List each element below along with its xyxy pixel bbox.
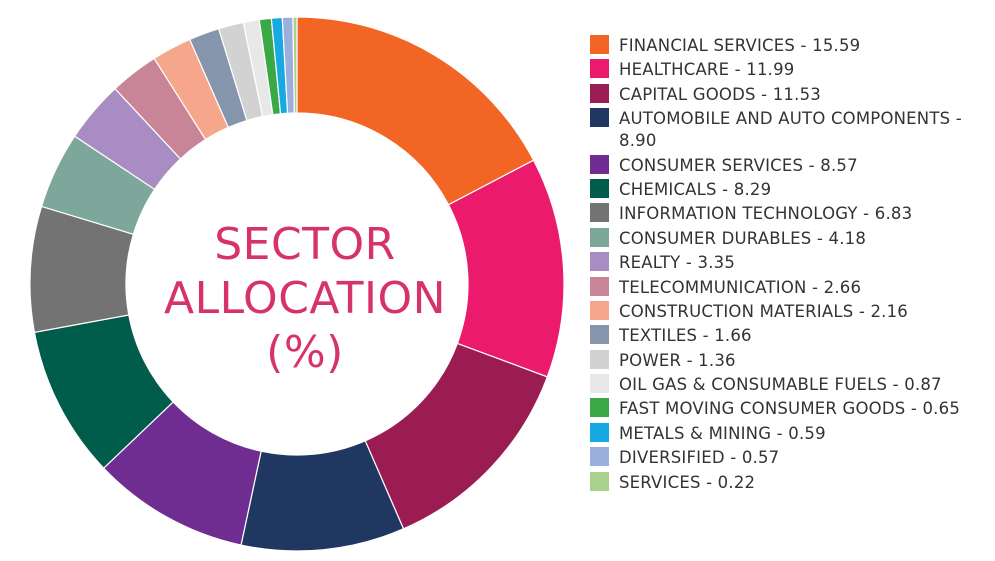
legend-label: CONSTRUCTION MATERIALS - 2.16: [619, 301, 908, 321]
legend-item: SERVICES - 0.22: [590, 471, 990, 494]
legend-item: REALTY - 3.35: [590, 252, 990, 274]
chart-legend: FINANCIAL SERVICES - 15.59 HEALTHCARE - 1…: [590, 35, 990, 496]
legend-swatch: [590, 203, 609, 223]
legend-swatch: [590, 447, 609, 467]
chart-title-line: ALLOCATION: [164, 273, 446, 324]
legend-item: CONSTRUCTION MATERIALS - 2.16: [590, 300, 990, 323]
legend-label: OIL GAS & CONSUMABLE FUELS - 0.87: [619, 375, 942, 395]
legend-swatch: [590, 35, 609, 54]
legend-item: POWER - 1.36: [590, 349, 990, 372]
legend-item: AUTOMOBILE AND AUTO COMPONENTS - 8.90: [590, 108, 990, 152]
legend-item: CAPITAL GOODS - 11.53: [590, 83, 990, 106]
legend-swatch: [590, 398, 609, 418]
legend-item: DIVERSIFIED - 0.57: [590, 447, 990, 469]
legend-label: CONSUMER DURABLES - 4.18: [619, 228, 867, 248]
legend-label: METALS & MINING - 0.59: [619, 423, 826, 443]
legend-label: SERVICES - 0.22: [619, 472, 756, 492]
chart-title-line: SECTOR: [214, 219, 396, 270]
legend-label: CAPITAL GOODS - 11.53: [619, 84, 821, 104]
legend-label: TELECOMMUNICATION - 2.66: [619, 277, 862, 297]
legend-swatch: [590, 374, 609, 394]
chart-title: SECTOR ALLOCATION (%): [150, 218, 460, 380]
legend-swatch: [590, 276, 609, 296]
legend-label: REALTY - 3.35: [619, 253, 736, 273]
legend-item: OIL GAS & CONSUMABLE FUELS - 0.87: [590, 374, 990, 396]
legend-item: TEXTILES - 1.66: [590, 325, 990, 347]
donut-slices: [29, 16, 565, 552]
legend-swatch: [590, 83, 609, 103]
legend-label: CHEMICALS - 8.29: [619, 179, 772, 199]
legend-label: TEXTILES - 1.66: [619, 326, 752, 346]
legend-swatch: [590, 59, 609, 79]
legend-label: POWER - 1.36: [619, 350, 736, 370]
legend-swatch: [590, 300, 609, 320]
legend-swatch: [590, 349, 609, 369]
legend-item: INFORMATION TECHNOLOGY - 6.83: [590, 203, 990, 225]
legend-swatch: [590, 325, 609, 345]
donut-chart: [29, 16, 565, 552]
legend-item: FAST MOVING CONSUMER GOODS - 0.65: [590, 398, 990, 420]
legend-item: FINANCIAL SERVICES - 15.59: [590, 35, 990, 57]
legend-label: HEALTHCARE - 11.99: [619, 60, 795, 80]
legend-label: DIVERSIFIED - 0.57: [619, 448, 780, 468]
legend-item: CONSUMER SERVICES - 8.57: [590, 154, 990, 177]
legend-label: AUTOMOBILE AND AUTO COMPONENTS - 8.90: [619, 109, 962, 151]
legend-item: METALS & MINING - 0.59: [590, 422, 990, 445]
chart-title-line: (%): [266, 327, 344, 378]
legend-swatch: [590, 422, 609, 442]
legend-label: FAST MOVING CONSUMER GOODS - 0.65: [619, 399, 961, 419]
pie-slice: [296, 16, 535, 206]
legend-label: FINANCIAL SERVICES - 15.59: [619, 36, 861, 55]
legend-swatch: [590, 178, 609, 198]
legend-swatch: [590, 252, 609, 272]
legend-label: INFORMATION TECHNOLOGY - 6.83: [619, 204, 913, 224]
legend-swatch: [590, 227, 609, 247]
pie-slice: [292, 16, 298, 114]
legend-item: HEALTHCARE - 11.99: [590, 59, 990, 81]
legend-swatch: [590, 154, 609, 174]
legend-item: CONSUMER DURABLES - 4.18: [590, 227, 990, 250]
legend-label: CONSUMER SERVICES - 8.57: [619, 155, 858, 175]
legend-item: TELECOMMUNICATION - 2.66: [590, 276, 990, 299]
legend-swatch: [590, 471, 609, 491]
legend-item: CHEMICALS - 8.29: [590, 178, 990, 201]
legend-swatch: [590, 108, 609, 128]
